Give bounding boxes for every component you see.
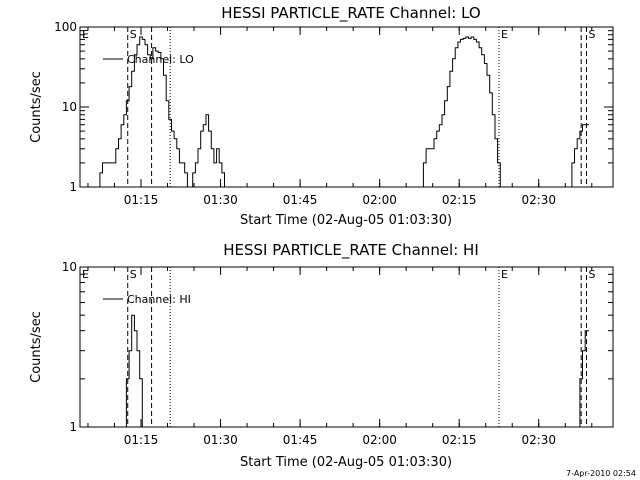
chart-hi-series-0-segment-1 bbox=[578, 330, 590, 428]
chart-hi-ticks: 01:15 01:30 01:45 02:00 02:15 02:30 1 10 bbox=[62, 260, 613, 447]
chart-hi-x-tick-label-2: 01:45 bbox=[283, 433, 318, 447]
chart-hi-legend-label: Channel: HI bbox=[127, 293, 191, 306]
chart-lo-x-tick-label-5: 02:30 bbox=[521, 193, 556, 207]
chart-hi-title: HESSI PARTICLE_RATE Channel: HI bbox=[223, 241, 479, 260]
chart-hi-y-tick-label-0: 1 bbox=[69, 420, 77, 434]
chart-hi-x-tick-label-4: 02:15 bbox=[442, 433, 477, 447]
chart-lo-ticks: 01:15 01:30 01:45 02:00 02:15 02:30 1 10 100 bbox=[54, 20, 613, 207]
chart-hi-legend: Channel: HI bbox=[103, 293, 191, 306]
chart-hi-x-tick-label-5: 02:30 bbox=[521, 433, 556, 447]
chart-lo-series-0-segment-2 bbox=[570, 124, 590, 188]
chart-hi-marker-label-4: E bbox=[501, 268, 508, 281]
chart-lo-x-axis-label: Start Time (02-Aug-05 01:03:30) bbox=[240, 213, 452, 228]
chart-lo-x-tick-label-1: 01:30 bbox=[203, 193, 238, 207]
chart-hi-x-axis-label: Start Time (02-Aug-05 01:03:30) bbox=[240, 455, 452, 470]
chart-lo-y-tick-label-2: 100 bbox=[54, 20, 77, 34]
chart-lo-marker-label-1: S bbox=[130, 28, 137, 41]
chart-hi-series-0-segment-0 bbox=[125, 314, 144, 428]
chart-lo-legend: Channel: LO bbox=[103, 53, 194, 66]
chart-lo-y-tick-label-1: 10 bbox=[62, 100, 77, 114]
chart-lo-series-0-segment-1 bbox=[422, 36, 502, 188]
chart-hi-x-tick-label-3: 02:00 bbox=[362, 433, 397, 447]
chart-lo-series-0-segment-0 bbox=[98, 36, 240, 188]
chart-lo-y-tick-label-0: 1 bbox=[69, 180, 77, 194]
chart-hi-y-tick-label-1: 10 bbox=[62, 260, 77, 274]
chart-lo-x-tick-label-3: 02:00 bbox=[362, 193, 397, 207]
chart-hi-series bbox=[125, 314, 590, 428]
chart-hi-y-axis-label: Counts/sec bbox=[29, 311, 44, 383]
chart-hi-x-tick-label-1: 01:30 bbox=[203, 433, 238, 447]
chart-hi-marker-label-0: E bbox=[82, 268, 89, 281]
chart-lo-legend-label: Channel: LO bbox=[127, 53, 194, 66]
chart-hi: HESSI PARTICLE_RATE Channel: HI E S E S 01:… bbox=[29, 241, 614, 470]
chart-lo: HESSI PARTICLE_RATE Channel: LO E S E S 01:… bbox=[29, 4, 614, 228]
chart-lo-series bbox=[98, 36, 590, 188]
chart-lo-x-tick-label-4: 02:15 bbox=[442, 193, 477, 207]
footer-timestamp: 7-Apr-2010 02:54 bbox=[566, 469, 636, 478]
chart-lo-title: HESSI PARTICLE_RATE Channel: LO bbox=[221, 4, 480, 23]
chart-lo-marker-label-6: S bbox=[588, 28, 595, 41]
chart-lo-y-axis-label: Counts/sec bbox=[29, 71, 44, 143]
chart-hi-marker-label-1: S bbox=[130, 268, 137, 281]
chart-lo-marker-label-4: E bbox=[501, 28, 508, 41]
chart-lo-marker-label-0: E bbox=[82, 28, 89, 41]
chart-hi-frame bbox=[79, 266, 614, 428]
chart-hi-x-tick-label-0: 01:15 bbox=[124, 433, 159, 447]
chart-hi-marker-label-6: S bbox=[588, 268, 595, 281]
chart-lo-x-tick-label-2: 01:45 bbox=[283, 193, 318, 207]
chart-lo-x-tick-label-0: 01:15 bbox=[124, 193, 159, 207]
